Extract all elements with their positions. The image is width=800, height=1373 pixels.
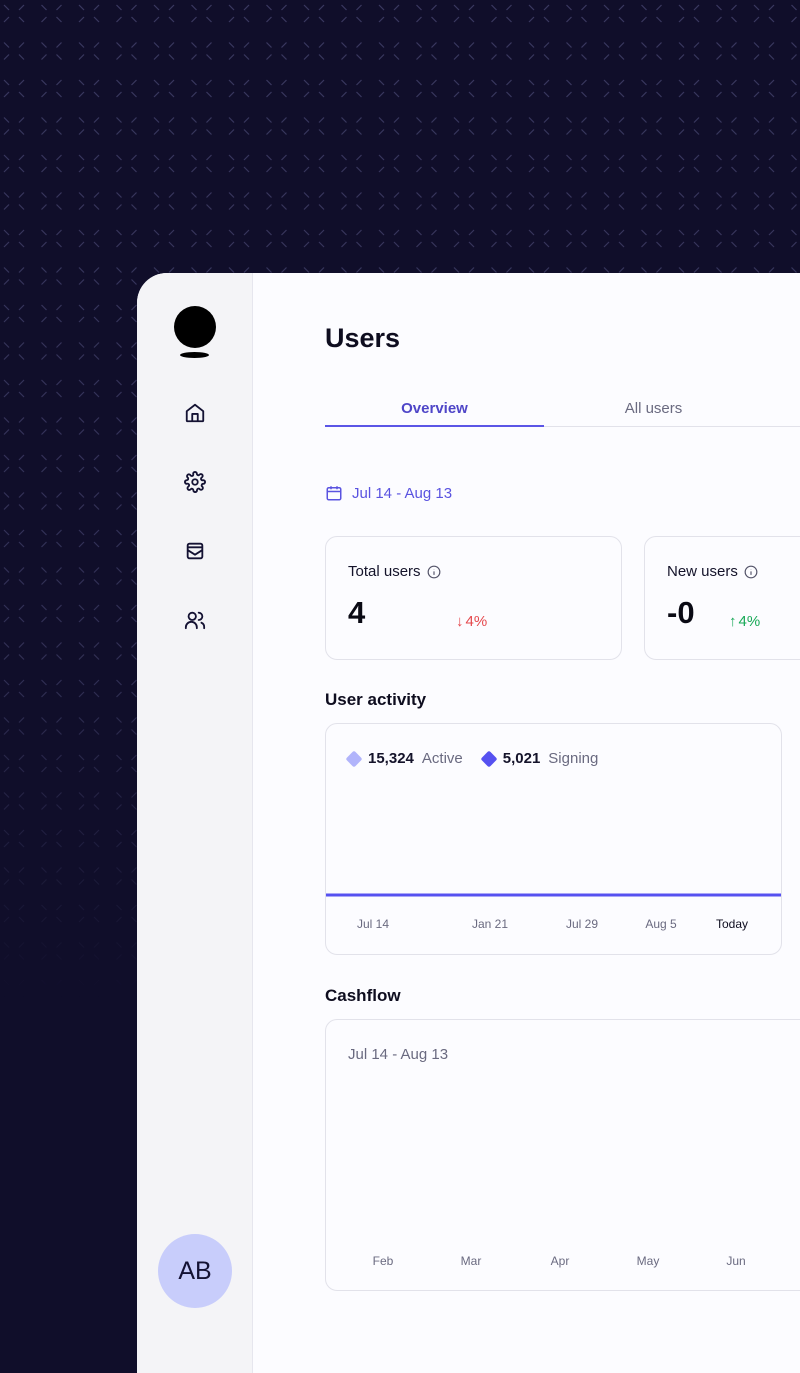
stat-label: Total users [348, 563, 421, 580]
month-label: Apr [550, 1254, 570, 1268]
date-range-picker[interactable]: Jul 14 - Aug 13 [325, 484, 452, 502]
page-title: Users [325, 323, 401, 353]
x-tick-label: Jul 14 [356, 917, 390, 931]
x-tick-label-today: Today [715, 917, 749, 931]
cashflow-title: Cashflow [325, 986, 401, 1005]
tab-overview[interactable]: Overview [325, 400, 544, 427]
stat-card-total-users: Total users 4 ↓ 4% [325, 536, 622, 660]
cashflow-date-range: Jul 14 - Aug 13 [348, 1046, 449, 1063]
logo-shadow [180, 352, 209, 358]
avatar[interactable]: AB [158, 1234, 232, 1308]
info-icon[interactable] [744, 565, 758, 579]
arrow-up-icon: ↑ [729, 613, 737, 630]
user-activity-title: User activity [325, 690, 427, 709]
main-content: Users Overview All users Jul 14 - Aug 13… [253, 273, 800, 1373]
legend-active: 15,324 Active [345, 750, 463, 767]
gear-icon[interactable] [184, 471, 206, 493]
tab-bar: Overview All users [325, 400, 800, 427]
month-label: Mar [460, 1254, 482, 1268]
date-range-label: Jul 14 - Aug 13 [352, 484, 453, 502]
x-tick-label: Jul 29 [565, 917, 599, 931]
inbox-icon[interactable] [184, 540, 206, 562]
stat-value: 4 [348, 595, 366, 630]
arrow-down-icon: ↓ [456, 613, 464, 630]
user-activity-chart: 15,324 Active 5,021 Signing Jul 14 Jan 21 … [325, 723, 782, 955]
x-tick-label: Aug 5 [645, 917, 677, 931]
sidebar: AB [137, 273, 253, 1373]
cashflow-chart: Jul 14 - Aug 13 Feb Mar Apr May Jun [325, 1019, 800, 1291]
line-chart-plot [326, 893, 781, 897]
stat-value: -0 [667, 595, 695, 630]
stat-change: ↑ 4% [729, 613, 761, 630]
month-label: Jun [726, 1254, 746, 1268]
tab-all-users[interactable]: All users [624, 400, 683, 417]
month-label: May [636, 1254, 660, 1268]
stat-label: New users [667, 563, 738, 580]
home-icon[interactable] [184, 402, 206, 424]
users-icon[interactable] [184, 609, 206, 631]
stat-change: ↓ 4% [456, 613, 488, 630]
logo[interactable] [174, 306, 216, 348]
legend-signing: 5,021 Signing [480, 750, 598, 767]
x-tick-label: Jan 21 [471, 917, 509, 931]
month-label: Feb [372, 1254, 394, 1268]
stat-card-new-users: New users -0 ↑ 4% [644, 536, 800, 660]
app-window: AB Users Overview All users Jul 14 - Aug… [137, 273, 800, 1373]
calendar-icon [326, 486, 342, 501]
info-icon[interactable] [427, 565, 441, 579]
